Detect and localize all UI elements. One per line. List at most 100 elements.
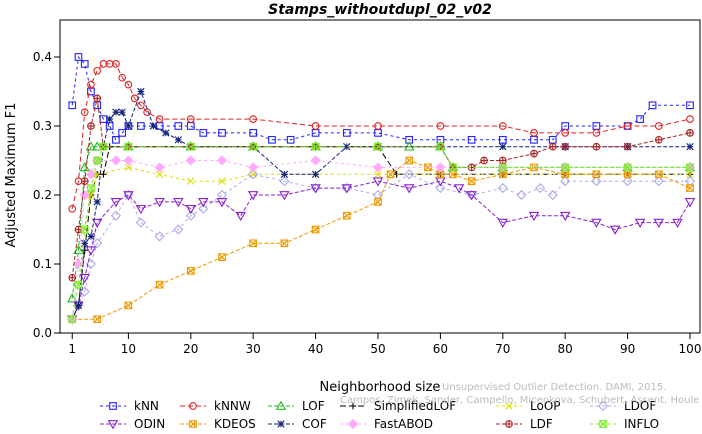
data-point <box>85 258 97 270</box>
legend-item-simplifiedlof: SimplifiedLOF <box>340 399 456 413</box>
data-point <box>185 155 196 166</box>
data-point <box>505 420 513 428</box>
data-point <box>137 87 145 96</box>
x-tick-label: 40 <box>308 342 323 356</box>
data-point <box>498 135 507 144</box>
data-point <box>74 301 83 310</box>
y-tick-label: 0.2 <box>33 188 52 202</box>
data-point <box>93 198 101 206</box>
x-axis-label: Neighborhood size <box>320 380 441 395</box>
data-point <box>279 176 290 187</box>
data-point <box>87 232 95 241</box>
data-point <box>154 198 165 208</box>
series-line <box>71 146 690 320</box>
data-point <box>66 293 78 303</box>
series-loop <box>68 163 694 323</box>
data-point <box>124 142 133 151</box>
data-point <box>310 155 321 166</box>
data-point <box>216 198 228 208</box>
data-point <box>654 135 663 144</box>
watermark-line-1: Unsupervised Outlier Detection. DAMI, 20… <box>442 382 666 393</box>
data-point <box>186 115 195 123</box>
data-point <box>548 142 557 151</box>
data-point <box>686 143 694 151</box>
legend-item-kdeos: KDEOS <box>180 417 256 431</box>
data-point <box>372 189 384 201</box>
data-point <box>653 218 665 229</box>
legend-item-inflo: INFLO <box>590 417 659 431</box>
legend-label: LDOF <box>624 399 656 413</box>
data-point <box>92 238 103 249</box>
data-point <box>118 108 126 116</box>
data-point <box>498 163 507 172</box>
data-point <box>74 53 83 61</box>
data-point <box>218 177 226 185</box>
data-point <box>686 129 694 137</box>
legend-item-odin: ODIN <box>100 417 165 431</box>
data-point <box>124 122 133 130</box>
axes: 1 10 20 30 40 50 60 70 80 90 100 0.0 0.1 0.2 0.3 0.4 <box>33 50 702 356</box>
x-tick-label: 20 <box>183 342 198 356</box>
data-point <box>686 163 694 172</box>
data-point <box>684 198 696 208</box>
legend-label: kNNW <box>214 399 251 413</box>
data-point <box>592 142 601 151</box>
data-point <box>80 177 89 186</box>
data-point <box>87 80 95 89</box>
data-point <box>311 225 320 234</box>
data-point <box>135 204 147 215</box>
data-point <box>634 218 646 229</box>
data-point <box>530 149 538 158</box>
data-point <box>87 191 95 199</box>
data-point <box>112 108 120 116</box>
series-line <box>71 63 691 209</box>
data-point <box>654 170 663 179</box>
data-point <box>561 129 570 137</box>
data-point <box>279 191 290 201</box>
series-simplifiedlof <box>68 143 694 323</box>
data-point <box>68 204 77 213</box>
series-ldof <box>67 169 696 325</box>
x-tick-label: 60 <box>433 342 448 356</box>
data-point <box>648 101 657 110</box>
data-point <box>592 170 601 179</box>
data-point <box>561 163 570 172</box>
data-point <box>110 210 121 221</box>
data-point <box>374 142 382 151</box>
legend-item-fastabod: FastABOD <box>340 417 433 431</box>
data-point <box>110 155 121 166</box>
data-point <box>623 122 632 130</box>
data-point <box>80 108 89 117</box>
data-point <box>499 143 507 151</box>
data-point <box>342 211 351 220</box>
data-point <box>249 239 258 248</box>
data-point <box>592 129 601 137</box>
data-point <box>80 60 89 68</box>
data-point <box>435 183 446 194</box>
data-point <box>311 122 320 130</box>
data-point <box>118 73 127 82</box>
data-point <box>85 246 97 256</box>
y-axis-label: Adjusted Maximum F1 <box>4 103 19 248</box>
legend-label: LoOP <box>530 399 561 413</box>
legend-item-knn: kNN <box>100 399 159 413</box>
data-point <box>277 420 285 428</box>
data-point <box>189 420 197 428</box>
data-point <box>435 162 446 173</box>
data-point <box>174 136 183 144</box>
data-point <box>93 170 101 178</box>
data-point <box>684 176 696 187</box>
data-point <box>436 142 445 151</box>
data-point <box>686 184 694 192</box>
data-point <box>653 176 664 187</box>
data-point <box>591 176 602 187</box>
x-tick-label: 100 <box>679 342 702 356</box>
series-line <box>71 180 691 320</box>
legend-label: LDF <box>530 417 553 431</box>
data-point <box>186 267 195 275</box>
data-point <box>124 301 133 310</box>
y-tick-label: 0.1 <box>33 257 52 271</box>
data-point <box>154 231 165 242</box>
data-point <box>386 170 395 179</box>
x-tick-label: 10 <box>121 342 136 356</box>
